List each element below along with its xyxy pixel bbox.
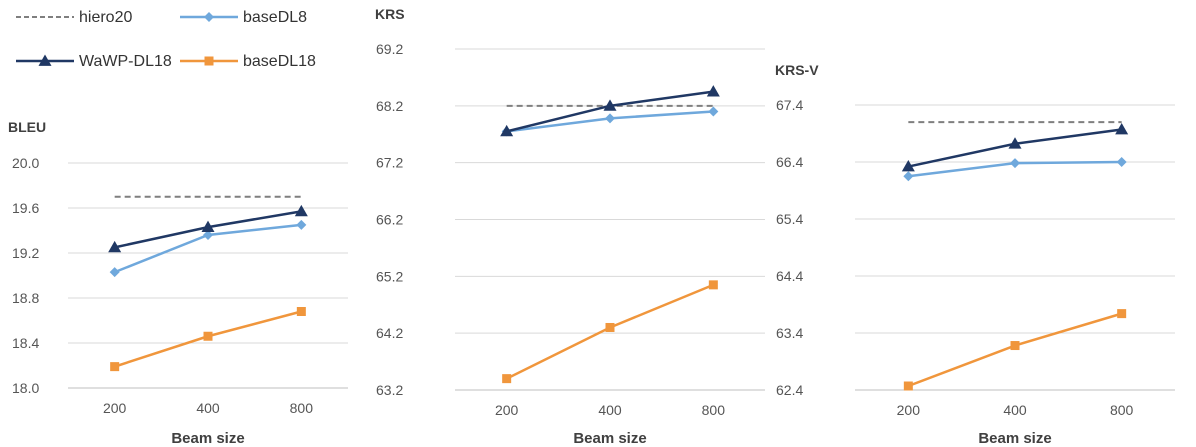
data-point xyxy=(201,220,215,232)
series-basedl8 xyxy=(903,157,1127,182)
series-basedl18 xyxy=(903,309,1127,391)
data-point xyxy=(1117,309,1127,319)
chart-krs: 63.2 64.2 65.2 66.2 67.2 68.2 69.2 200 400 800 Bea… xyxy=(375,6,765,447)
data-point xyxy=(203,230,213,240)
y-tick-label: 64.4 xyxy=(776,268,803,284)
data-point xyxy=(1010,158,1020,169)
x-tick-label: 800 xyxy=(1110,402,1134,418)
x-tick-label: 200 xyxy=(495,402,519,418)
series-wawp-dl18 xyxy=(500,85,720,137)
legend-item-wawp-dl18: WaWP-DL18 xyxy=(16,53,172,70)
legend: hiero20 baseDL8 WaWP-DL18 baseDL18 xyxy=(16,9,316,70)
series-line xyxy=(506,90,714,133)
y-tick-label: 64.2 xyxy=(376,325,403,341)
data-point xyxy=(1115,123,1129,135)
series-wawp-dl18 xyxy=(108,204,308,253)
y-tick-label: 18.4 xyxy=(12,335,39,351)
chart-krs-v: 62.4 63.4 64.4 65.4 66.4 67.4 200 400 800 Beam si… xyxy=(775,62,1175,447)
data-point xyxy=(706,85,720,97)
data-point xyxy=(1116,157,1127,167)
y-tick-label: 65.2 xyxy=(376,268,403,284)
chart-title: BLEU xyxy=(8,119,46,135)
x-tick-label: 200 xyxy=(897,402,921,418)
y-tick-label: 68.2 xyxy=(376,98,403,114)
data-point xyxy=(903,171,914,182)
y-tick-label: 18.0 xyxy=(12,380,39,396)
legend-item-hiero20: hiero20 xyxy=(16,9,132,26)
charts-container: 18.0 18.4 18.8 19.2 19.6 20.0 200 400 800 Beam si… xyxy=(8,6,1175,447)
data-point xyxy=(296,219,307,230)
x-axis-label: Beam size xyxy=(171,430,244,447)
data-point xyxy=(605,322,615,332)
y-tick-label: 66.4 xyxy=(776,154,803,170)
x-tick-label: 400 xyxy=(598,402,622,418)
series-basedl18 xyxy=(110,307,306,372)
chart-bleu: 18.0 18.4 18.8 19.2 19.6 20.0 200 400 800 Beam si… xyxy=(8,119,348,447)
x-axis-label: Beam size xyxy=(573,430,646,447)
data-point xyxy=(294,204,308,217)
data-point xyxy=(901,160,915,172)
x-axis-label: Beam size xyxy=(978,430,1051,447)
x-tick-label: 200 xyxy=(103,400,127,416)
data-point xyxy=(1010,341,1020,351)
data-point xyxy=(500,124,514,137)
data-point xyxy=(296,307,306,316)
y-tick-label: 63.2 xyxy=(376,382,403,398)
x-tick-label: 400 xyxy=(1003,402,1027,418)
series-wawp-dl18 xyxy=(901,123,1129,172)
legend-label: baseDL18 xyxy=(243,53,316,70)
series-basedl8 xyxy=(109,219,307,278)
y-tick-label: 18.8 xyxy=(12,290,39,306)
data-point xyxy=(603,99,617,111)
y-tick-label: 19.6 xyxy=(12,200,39,216)
data-point xyxy=(708,106,719,117)
data-point xyxy=(110,362,120,372)
y-tick-label: 63.4 xyxy=(776,325,803,341)
y-tick-label: 66.2 xyxy=(376,212,403,228)
data-point xyxy=(903,381,913,391)
data-point xyxy=(1008,137,1022,149)
data-point xyxy=(502,374,512,384)
y-tick-label: 20.0 xyxy=(12,155,39,171)
legend-label: WaWP-DL18 xyxy=(79,53,172,70)
y-tick-label: 69.2 xyxy=(376,41,403,57)
x-tick-label: 800 xyxy=(290,400,314,416)
data-point xyxy=(605,113,615,124)
data-point xyxy=(708,280,718,290)
chart-title: KRS xyxy=(375,6,405,22)
x-tick-label: 400 xyxy=(196,400,220,416)
legend-marker xyxy=(204,56,214,66)
legend-marker xyxy=(38,54,52,66)
x-tick-label: 800 xyxy=(702,402,726,418)
y-tick-label: 65.4 xyxy=(776,211,803,227)
legend-item-basedl18: baseDL18 xyxy=(180,53,316,70)
y-tick-label: 67.2 xyxy=(376,155,403,171)
series-basedl8 xyxy=(501,106,719,137)
legend-marker xyxy=(204,12,214,22)
y-tick-label: 19.2 xyxy=(12,245,39,261)
data-point xyxy=(203,331,213,341)
y-tick-label: 62.4 xyxy=(776,382,803,398)
legend-label: baseDL8 xyxy=(243,9,307,26)
legend-item-basedl8: baseDL8 xyxy=(180,9,307,26)
legend-label: hiero20 xyxy=(79,9,132,26)
chart-title: KRS-V xyxy=(775,62,819,78)
data-point xyxy=(108,240,122,253)
series-basedl18 xyxy=(502,280,718,384)
data-point xyxy=(109,267,120,278)
y-tick-label: 67.4 xyxy=(776,97,803,113)
